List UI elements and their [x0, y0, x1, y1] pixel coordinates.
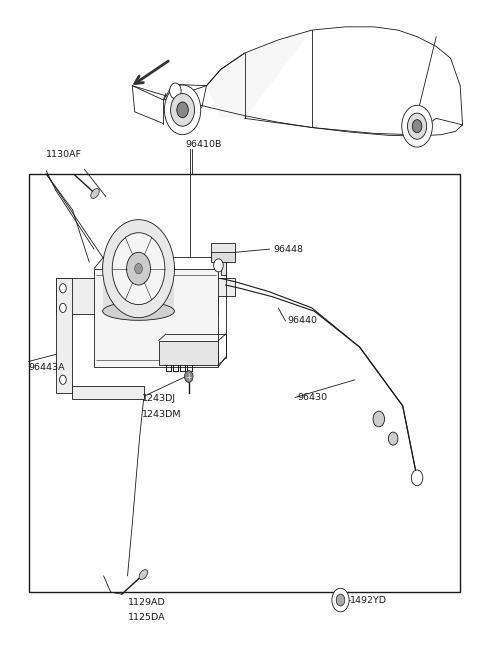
Text: 1125DA: 1125DA [128, 612, 166, 622]
Ellipse shape [139, 570, 147, 580]
Polygon shape [56, 278, 235, 314]
Text: 1492YD: 1492YD [350, 596, 387, 605]
Circle shape [184, 371, 193, 383]
Text: 96448: 96448 [274, 244, 303, 253]
Circle shape [402, 105, 432, 147]
Ellipse shape [103, 302, 174, 320]
Circle shape [411, 470, 423, 485]
Text: 1129AD: 1129AD [128, 597, 166, 607]
Polygon shape [206, 30, 312, 119]
Text: 1243DJ: 1243DJ [142, 394, 176, 403]
Ellipse shape [103, 257, 174, 277]
Text: 1243DM: 1243DM [142, 410, 181, 419]
Polygon shape [72, 386, 144, 400]
Circle shape [169, 83, 181, 99]
Circle shape [127, 252, 151, 285]
Circle shape [60, 303, 66, 312]
Circle shape [170, 94, 194, 126]
Circle shape [112, 233, 165, 305]
Circle shape [177, 102, 188, 118]
Polygon shape [56, 278, 72, 393]
Circle shape [373, 411, 384, 427]
Text: 96430: 96430 [298, 393, 327, 402]
Bar [29, 174, 460, 592]
Circle shape [408, 113, 427, 140]
Polygon shape [158, 341, 218, 365]
Text: 96410B: 96410B [185, 140, 221, 149]
Circle shape [164, 85, 201, 135]
Circle shape [60, 375, 66, 384]
Polygon shape [211, 242, 235, 275]
Circle shape [388, 432, 398, 445]
Ellipse shape [91, 189, 99, 198]
Polygon shape [211, 252, 235, 262]
Circle shape [336, 594, 345, 606]
Circle shape [214, 259, 223, 272]
Circle shape [135, 263, 143, 274]
Text: 96440: 96440 [288, 316, 318, 326]
Circle shape [412, 120, 422, 133]
Polygon shape [94, 269, 218, 367]
Circle shape [60, 284, 66, 293]
Circle shape [332, 588, 349, 612]
Text: 96443A: 96443A [28, 363, 65, 372]
Circle shape [103, 219, 174, 318]
Text: 1130AF: 1130AF [46, 150, 82, 159]
Polygon shape [103, 269, 174, 311]
